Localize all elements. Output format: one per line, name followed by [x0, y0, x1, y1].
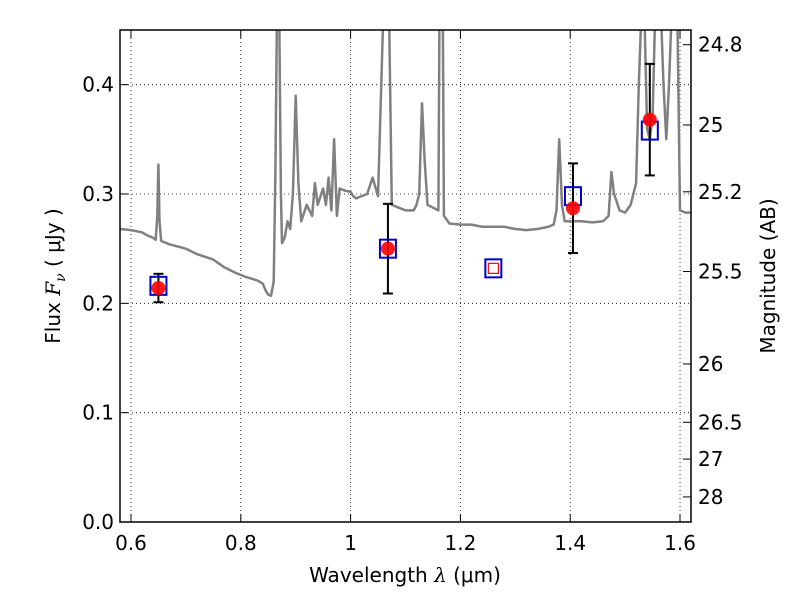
y-tick-label: 0.3 [82, 182, 114, 206]
x-axis-label: Wavelength λ (μm) [309, 563, 501, 587]
model-spectrum [120, 30, 691, 297]
x-tick-label: 1.2 [444, 531, 476, 555]
photometry-points [149, 62, 659, 304]
y-tick-label: 0.2 [82, 291, 114, 315]
x-tick-label: 0.6 [115, 531, 147, 555]
y2-tick-label: 25.2 [698, 180, 743, 204]
undetected-marker [487, 262, 499, 274]
grid-lines [120, 30, 691, 522]
y2-tick-label: 24.8 [698, 33, 743, 57]
plot-frame [119, 29, 692, 523]
y-axis-label: Flux Fν ( μJy ) [41, 208, 69, 343]
y2-tick-label: 25.5 [698, 260, 743, 284]
model-flux-square [484, 258, 503, 279]
y-tick-label: 0.1 [82, 401, 114, 425]
observed-flux-point [380, 241, 395, 256]
y2-tick-label: 27 [698, 447, 723, 471]
y2-tick-label: 26 [698, 352, 723, 376]
y2-axis-label: Magnitude (AB) [756, 198, 780, 353]
x-tick-label: 1.6 [664, 531, 696, 555]
spectrum-line [120, 30, 691, 297]
x-tick-label: 0.8 [225, 531, 257, 555]
y-tick-label: 0.0 [82, 510, 114, 534]
y-tick-label: 0.4 [82, 73, 114, 97]
y2-tick-label: 26.5 [698, 410, 743, 434]
x-tick-label: 1 [344, 531, 357, 555]
observed-flux-point [642, 112, 657, 127]
y2-tick-label: 25 [698, 113, 723, 137]
observed-flux-point [565, 201, 580, 216]
observed-flux-point [151, 281, 166, 296]
axis-ticks: 0.6 0.8 1 1.2 1.4 1.6 0.0 0.1 0.2 0.3 0.4 24.8 25 25.… [82, 30, 743, 555]
y2-tick-label: 28 [698, 485, 723, 509]
x-tick-label: 1.4 [554, 531, 586, 555]
model-flux-square [378, 238, 397, 259]
